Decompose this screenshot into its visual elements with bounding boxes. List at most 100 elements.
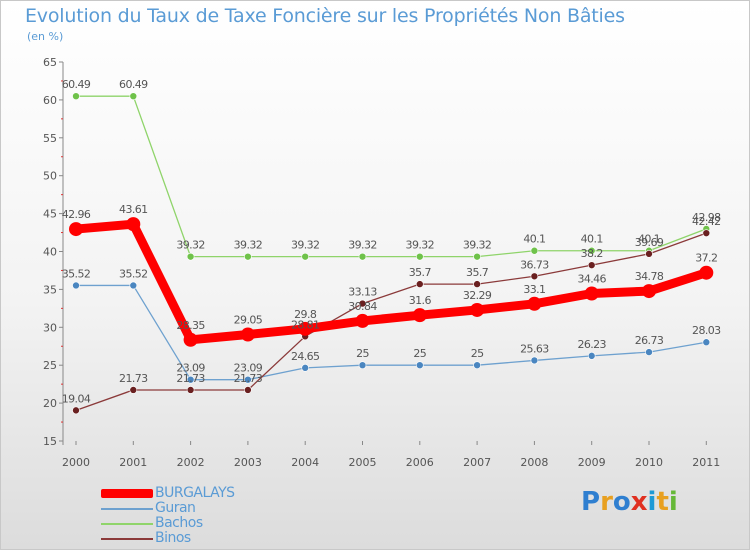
data-label-bachos-2005: 39.32 [348, 239, 377, 252]
data-label-bachos-2007: 39.32 [463, 239, 492, 252]
x-tick-label-2010: 2010 [635, 456, 663, 469]
data-label-guran-2004: 24.65 [291, 350, 320, 363]
data-label-bachos-2008: 40.1 [523, 233, 545, 246]
data-label-burgalays-2008: 33.1 [523, 283, 545, 296]
data-label-guran-2001: 35.52 [119, 267, 148, 280]
point-guran-2008 [530, 356, 539, 365]
data-label-bachos-2003: 39.32 [234, 239, 263, 252]
y-tick-label-55: 55 [43, 132, 57, 145]
point-binos-2005 [358, 299, 367, 308]
data-label-bachos-2010: 40.1 [638, 233, 660, 246]
point-guran-2000 [72, 281, 80, 290]
data-label-bachos-2002: 39.32 [176, 239, 205, 252]
data-label-bachos-2000: 60.49 [62, 78, 91, 91]
point-burgalays-2003 [240, 327, 255, 342]
point-guran-2011 [702, 338, 711, 347]
data-label-binos-2005: 33.13 [348, 286, 377, 299]
data-label-guran-2007: 25 [471, 347, 484, 360]
point-guran-2004 [301, 364, 310, 372]
point-binos-2008 [530, 272, 539, 281]
data-label-binos-2007: 35.7 [466, 266, 489, 279]
series-line-binos [75, 232, 707, 412]
data-label-binos-2008: 36.73 [520, 258, 549, 271]
point-binos-2011 [702, 229, 711, 237]
x-tick-label-2009: 2009 [578, 456, 606, 469]
legend-label-bachos: Bachos [155, 515, 203, 531]
data-label-guran-2005: 25 [356, 347, 369, 360]
point-burgalays-2005 [355, 313, 370, 328]
x-tick-label-2006: 2006 [406, 456, 434, 469]
x-tick-label-2000: 2000 [62, 456, 90, 469]
legend-swatch-bachos [101, 523, 153, 525]
point-binos-2002 [186, 386, 195, 394]
point-guran-2009 [587, 352, 596, 360]
point-bachos-2002 [186, 252, 195, 261]
legend-swatch-burgalays [101, 489, 153, 498]
data-label-burgalays-2006: 31.6 [409, 294, 432, 307]
data-label-burgalays-2002: 28.35 [176, 319, 205, 332]
point-bachos-2000 [72, 92, 80, 100]
legend-label-guran: Guran [155, 500, 196, 516]
data-label-guran-2009: 26.23 [577, 338, 606, 351]
data-label-guran-2010: 26.73 [635, 334, 664, 347]
point-guran-2006 [415, 361, 424, 370]
y-tick-label-50: 50 [43, 170, 57, 183]
point-burgalays-2009 [584, 286, 599, 301]
data-label-bachos-2011: 42.98 [692, 211, 721, 224]
point-binos-2000 [72, 406, 80, 415]
point-bachos-2004 [301, 252, 310, 261]
x-tick-label-2008: 2008 [520, 456, 548, 469]
point-burgalays-2002 [183, 332, 198, 347]
data-label-burgalays-2001: 43.61 [119, 203, 148, 216]
legend-label-burgalays: BURGALAYS [155, 485, 235, 501]
y-axis-unit-label: (en %) [27, 30, 64, 43]
point-bachos-2009 [587, 246, 596, 255]
data-label-guran-2008: 25.63 [520, 342, 549, 355]
data-label-binos-2011: 42.42 [692, 215, 721, 228]
y-tick-label-15: 15 [43, 435, 57, 448]
point-bachos-2007 [473, 252, 481, 261]
point-guran-2001 [129, 281, 138, 290]
point-guran-2010 [645, 348, 653, 356]
point-burgalays-2004 [298, 321, 313, 336]
data-label-guran-2003: 23.09 [234, 362, 263, 375]
x-tick-label-2005: 2005 [349, 456, 377, 469]
data-label-binos-2009: 38.2 [581, 247, 603, 260]
data-label-burgalays-2003: 29.05 [234, 314, 263, 327]
data-label-guran-2000: 35.52 [62, 267, 91, 280]
point-binos-2007 [473, 280, 481, 288]
point-binos-2003 [244, 386, 252, 394]
point-burgalays-2010 [642, 284, 656, 299]
data-label-binos-2010: 39.69 [635, 236, 664, 249]
data-label-guran-2011: 28.03 [692, 324, 721, 337]
x-tick-label-2002: 2002 [177, 456, 205, 469]
point-guran-2002 [186, 375, 195, 384]
point-guran-2003 [244, 375, 252, 384]
y-tick-label-25: 25 [43, 359, 57, 372]
series-line-guran [75, 284, 707, 381]
data-label-burgalays-2005: 30.84 [348, 300, 377, 313]
legend-swatch-binos [101, 538, 153, 540]
legend-label-binos: Binos [155, 530, 191, 546]
legend-swatch-guran [101, 508, 153, 510]
series-line-bachos [75, 95, 707, 258]
data-label-bachos-2006: 39.32 [406, 239, 435, 252]
data-label-burgalays-2000: 42.96 [62, 208, 91, 221]
point-burgalays-2000 [69, 222, 83, 237]
data-label-burgalays-2004: 29.8 [294, 308, 317, 321]
x-tick-label-2004: 2004 [291, 456, 319, 469]
y-tick-label-30: 30 [43, 321, 57, 334]
point-bachos-2006 [415, 252, 424, 261]
point-bachos-2001 [129, 92, 138, 100]
data-label-binos-2003: 21.73 [234, 372, 263, 385]
data-label-binos-2006: 35.7 [409, 266, 432, 279]
data-label-bachos-2004: 39.32 [291, 239, 320, 252]
data-label-guran-2002: 23.09 [176, 362, 205, 375]
data-label-binos-2001: 21.73 [119, 372, 148, 385]
point-binos-2009 [587, 261, 596, 269]
series-line-burgalays [71, 219, 711, 345]
x-tick-label-2003: 2003 [234, 456, 262, 469]
data-label-guran-2006: 25 [413, 347, 426, 360]
